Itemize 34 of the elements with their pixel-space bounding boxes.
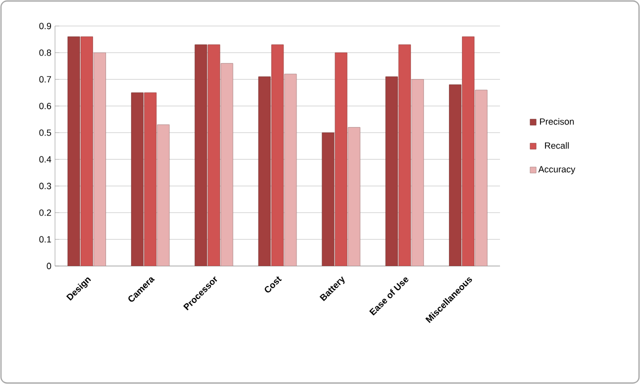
- bar: [68, 36, 80, 266]
- bar: [271, 44, 284, 266]
- y-tick-label: 0.5: [39, 129, 52, 136]
- bar: [94, 52, 106, 266]
- y-tick-label: 0.1: [39, 236, 52, 243]
- y-tick-label: 0.9: [39, 22, 52, 30]
- y-tick-label: 0.4: [39, 156, 52, 163]
- bar: [334, 52, 348, 266]
- legend-label: Accuracy: [538, 166, 576, 174]
- bar: [475, 90, 488, 266]
- y-tick-label: 0.3: [39, 182, 52, 190]
- y-tick-label: 0.2: [39, 209, 52, 216]
- bar: [385, 76, 398, 266]
- y-tick-label: 0.7: [39, 76, 52, 83]
- bar: [194, 44, 208, 266]
- y-tick-label: 0.8: [39, 49, 52, 56]
- bar: [449, 84, 462, 266]
- bar: [80, 36, 93, 266]
- bar: [398, 44, 411, 266]
- bar: [220, 63, 234, 266]
- bar: [258, 76, 271, 266]
- bar: [462, 36, 474, 266]
- bar: [131, 92, 144, 266]
- legend-label: Recall: [545, 142, 569, 149]
- legend-label: Precison: [540, 118, 574, 125]
- bar: [208, 44, 220, 266]
- bar: [157, 124, 170, 266]
- bar: [322, 132, 334, 266]
- y-tick-label: 0: [46, 262, 52, 270]
- bar: [284, 74, 297, 266]
- y-tick-label: 0.6: [39, 102, 52, 110]
- bar: [144, 92, 157, 266]
- bar: [411, 79, 424, 266]
- bar: [348, 127, 360, 266]
